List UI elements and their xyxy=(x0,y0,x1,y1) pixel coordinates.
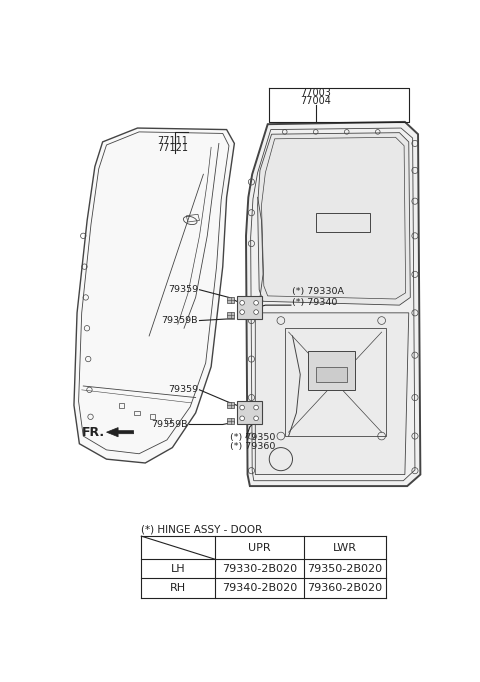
Text: 79340-2B020: 79340-2B020 xyxy=(222,583,297,593)
Text: 79359: 79359 xyxy=(168,285,198,294)
Circle shape xyxy=(240,405,244,410)
Text: LH: LH xyxy=(171,564,185,574)
Text: (*) 79350: (*) 79350 xyxy=(230,433,276,442)
Bar xyxy=(134,411,140,415)
Bar xyxy=(308,351,355,390)
Circle shape xyxy=(254,310,258,314)
Polygon shape xyxy=(107,428,133,436)
Text: 79359B: 79359B xyxy=(161,316,198,325)
Circle shape xyxy=(254,416,258,421)
Text: 79360-2B020: 79360-2B020 xyxy=(307,583,383,593)
Bar xyxy=(119,403,124,408)
Circle shape xyxy=(240,301,244,305)
Text: 79359B: 79359B xyxy=(151,420,188,429)
Text: 77003: 77003 xyxy=(300,88,331,98)
Text: RH: RH xyxy=(170,583,186,593)
Text: 79359: 79359 xyxy=(168,385,198,394)
Text: (*) 79340: (*) 79340 xyxy=(292,297,338,307)
Bar xyxy=(227,417,234,424)
Circle shape xyxy=(254,301,258,305)
Text: UPR: UPR xyxy=(248,543,271,552)
Polygon shape xyxy=(237,296,262,319)
Text: LWR: LWR xyxy=(333,543,357,552)
Text: FR.: FR. xyxy=(82,426,105,439)
Polygon shape xyxy=(237,402,262,424)
Text: (*) 79330A: (*) 79330A xyxy=(292,287,345,296)
Text: 79330-2B020: 79330-2B020 xyxy=(222,564,297,574)
Bar xyxy=(316,367,347,382)
Bar xyxy=(227,312,234,318)
Text: 77111: 77111 xyxy=(157,136,188,146)
Circle shape xyxy=(254,405,258,410)
Bar xyxy=(166,418,171,423)
Bar xyxy=(227,402,234,409)
Circle shape xyxy=(240,416,244,421)
Bar xyxy=(316,213,370,232)
Text: 79350-2B020: 79350-2B020 xyxy=(307,564,383,574)
Polygon shape xyxy=(258,133,410,305)
Polygon shape xyxy=(74,128,234,463)
Text: 77121: 77121 xyxy=(157,143,188,153)
Text: (*) 79360: (*) 79360 xyxy=(230,442,276,451)
Polygon shape xyxy=(255,313,409,475)
Text: 77004: 77004 xyxy=(300,95,331,106)
Circle shape xyxy=(240,310,244,314)
Polygon shape xyxy=(246,122,420,486)
Bar xyxy=(150,415,156,419)
Text: (*) HINGE ASSY - DOOR: (*) HINGE ASSY - DOOR xyxy=(142,524,263,535)
Bar xyxy=(227,297,234,303)
